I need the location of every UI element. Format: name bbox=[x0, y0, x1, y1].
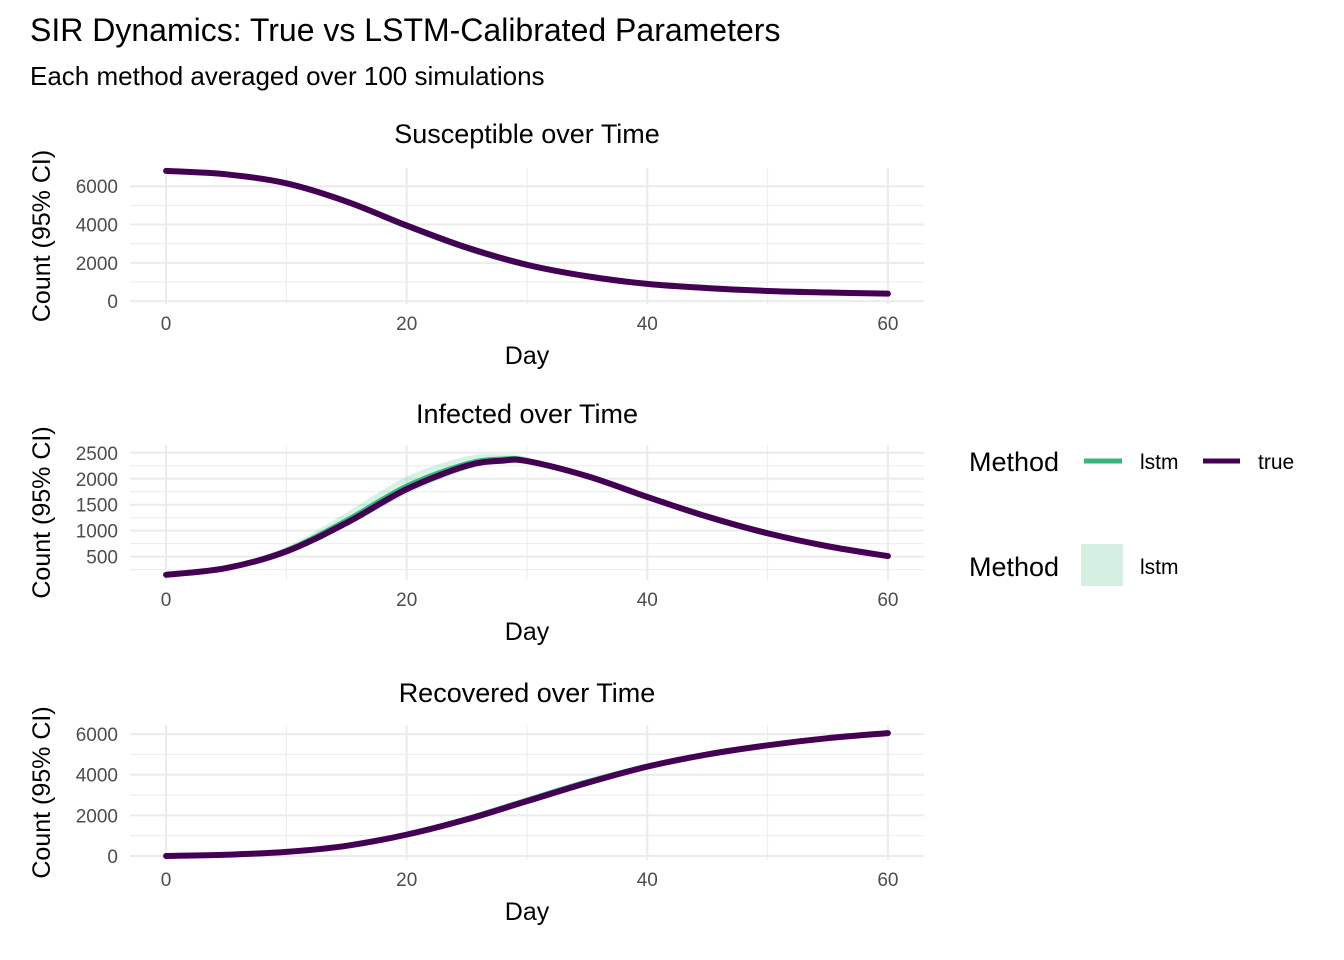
x-tick-label: 20 bbox=[396, 590, 417, 611]
y-tick-label: 6000 bbox=[76, 177, 118, 198]
x-tick-label: 60 bbox=[877, 590, 898, 611]
x-axis-title: Day bbox=[505, 342, 550, 370]
line-true bbox=[163, 730, 891, 859]
legend-label-true: true bbox=[1258, 451, 1294, 474]
y-tick-label: 500 bbox=[86, 548, 118, 569]
x-tick-label: 40 bbox=[637, 870, 658, 891]
panel-susceptible: 0 20 40 60 0 2000 4000 6000 Susceptible over Tim… bbox=[28, 119, 924, 370]
panel-title: Recovered over Time bbox=[399, 678, 656, 708]
y-tick-label: 2000 bbox=[76, 806, 118, 827]
panel-recovered: 0 20 40 60 0 2000 4000 6000 Recovered over Time D… bbox=[28, 678, 924, 926]
legend-fill-label-lstm: lstm bbox=[1140, 556, 1179, 579]
x-tick-label: 40 bbox=[637, 314, 658, 335]
line-true bbox=[163, 456, 891, 578]
x-tick-label: 60 bbox=[877, 314, 898, 335]
y-tick-label: 1500 bbox=[76, 496, 118, 517]
line-true bbox=[163, 167, 891, 297]
legend: Method lstm true Method lstm bbox=[969, 447, 1294, 586]
y-tick-label: 6000 bbox=[76, 725, 118, 746]
x-tick-label: 0 bbox=[161, 590, 172, 611]
panel-title: Susceptible over Time bbox=[394, 119, 660, 149]
x-tick-label: 0 bbox=[161, 870, 172, 891]
y-tick-label: 4000 bbox=[76, 216, 118, 237]
x-tick-label: 40 bbox=[637, 590, 658, 611]
x-axis-title: Day bbox=[505, 618, 550, 646]
x-tick-label: 60 bbox=[877, 870, 898, 891]
y-tick-label: 2000 bbox=[76, 254, 118, 275]
y-tick-label: 4000 bbox=[76, 766, 118, 787]
legend-label-lstm: lstm bbox=[1140, 451, 1179, 474]
y-tick-label: 0 bbox=[107, 847, 118, 868]
y-axis-title: Count (95% CI) bbox=[28, 426, 56, 598]
x-tick-label: 0 bbox=[161, 314, 172, 335]
y-tick-label: 2000 bbox=[76, 470, 118, 491]
panel-title: Infected over Time bbox=[416, 399, 638, 429]
y-tick-label: 2500 bbox=[76, 444, 118, 465]
x-tick-label: 20 bbox=[396, 314, 417, 335]
y-axis-title: Count (95% CI) bbox=[28, 150, 56, 322]
y-axis-title: Count (95% CI) bbox=[28, 706, 56, 878]
x-tick-label: 20 bbox=[396, 870, 417, 891]
legend-line-title: Method bbox=[969, 447, 1059, 477]
panel-infected: 0 20 40 60 500 1000 1500 2000 2500 Infected over … bbox=[28, 399, 924, 646]
y-tick-label: 0 bbox=[107, 292, 118, 313]
x-axis-title: Day bbox=[505, 898, 550, 926]
legend-fill-title: Method bbox=[969, 552, 1059, 582]
chart-subtitle: Each method averaged over 100 simulation… bbox=[30, 61, 545, 91]
legend-fill-swatch-lstm bbox=[1081, 544, 1123, 586]
chart-title: SIR Dynamics: True vs LSTM-Calibrated Pa… bbox=[30, 12, 780, 48]
y-tick-label: 1000 bbox=[76, 522, 118, 543]
